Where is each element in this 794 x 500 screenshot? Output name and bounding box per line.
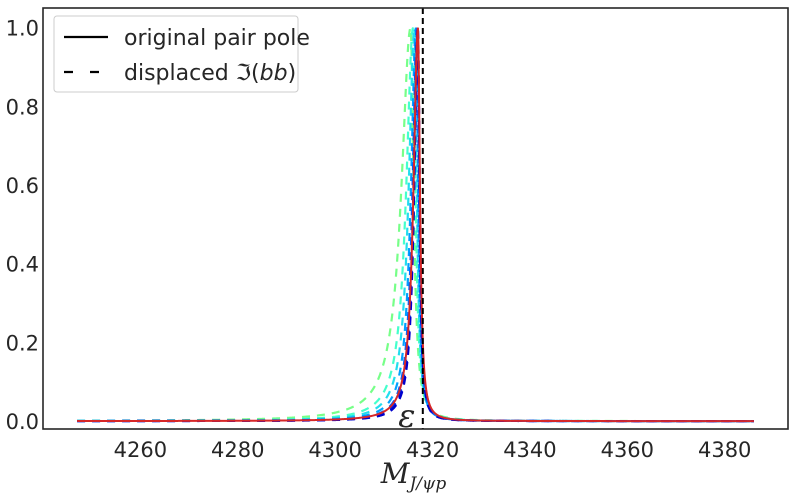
legend-box (53, 15, 299, 93)
curves-layer (77, 24, 754, 423)
legend-entry-displaced-open: ( (251, 61, 260, 86)
y-tick-label: 0.4 (6, 253, 39, 277)
x-tick-label: 4280 (211, 438, 264, 462)
y-tick-label: 1.0 (6, 17, 39, 41)
y-tick-label: 0.0 (6, 410, 39, 434)
x-axis-ticks: 4260 4280 4300 4320 4340 4360 4380 (114, 438, 752, 462)
x-axis-label-main: M (380, 457, 411, 490)
original-curve (77, 27, 754, 423)
x-tick-label: 4380 (698, 438, 751, 462)
legend-entry-displaced-symbol: ℑ (236, 61, 251, 86)
y-tick-label: 0.8 (6, 95, 39, 119)
x-tick-label: 4340 (503, 438, 556, 462)
legend-entry-displaced: displaced ℑ(bb) (124, 61, 296, 86)
plot-frame (42, 7, 789, 430)
y-tick-label: 0.6 (6, 174, 39, 198)
legend-entry-original: original pair pole (124, 26, 310, 51)
x-tick-label: 4320 (406, 438, 459, 462)
x-tick-label: 4360 (601, 438, 654, 462)
x-axis-label: MJ/ψp (380, 457, 447, 494)
x-tick-label: 4260 (114, 438, 167, 462)
legend-entry-displaced-close: ) (288, 61, 297, 86)
legend-entry-displaced-prefix: displaced (124, 61, 236, 86)
x-tick-label: 4300 (308, 438, 361, 462)
x-axis-label-subscript: J/ψp (406, 474, 446, 494)
y-axis-ticks: 0.0 0.2 0.4 0.6 0.8 1.0 (6, 17, 39, 434)
threshold-label: ε (398, 397, 415, 435)
legend-entry-displaced-italic: bb (260, 61, 288, 86)
legend: original pair pole displaced ℑ(bb) (53, 15, 310, 93)
y-tick-label: 0.2 (6, 331, 39, 355)
